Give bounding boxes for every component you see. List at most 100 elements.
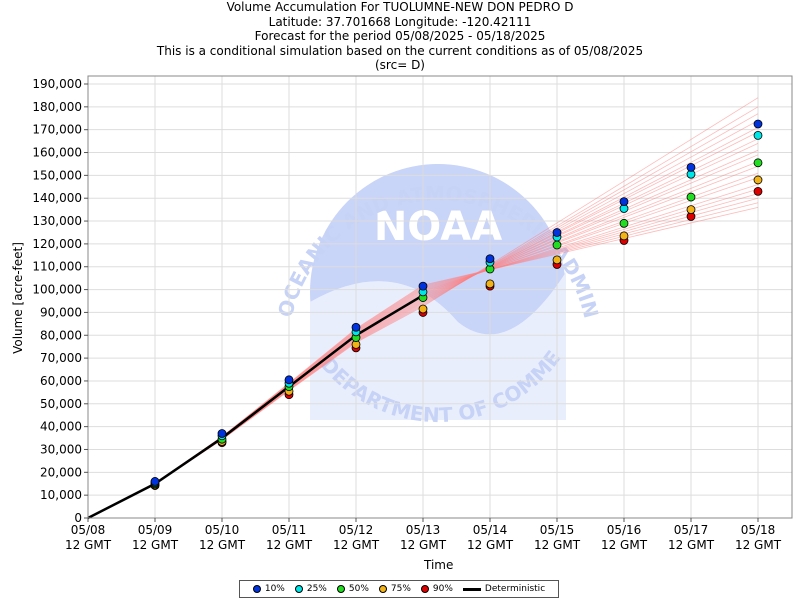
x-tick-sublabel-2: 12 GMT (199, 538, 246, 552)
title-line-4: This is a conditional simulation based o… (156, 43, 644, 58)
x-tick-sublabel-3: 12 GMT (266, 538, 313, 552)
point-75pct-7 (552, 255, 562, 265)
y-tick-label-15: 150,000 (32, 168, 82, 182)
x-tick-label-2: 05/10 (205, 523, 240, 537)
x-tick-label-4: 05/12 (339, 523, 374, 537)
legend-label-50: 50% (348, 584, 369, 594)
x-tick-sublabel-6: 12 GMT (467, 538, 514, 552)
x-axis-title: Time (424, 558, 454, 572)
point-50pct-9 (686, 192, 696, 202)
y-tick-label-4: 40,000 (40, 420, 82, 434)
axes: 0 10,000 20,000 30,000 40,000 50,000 60,000 70,… (32, 75, 793, 552)
x-tick-sublabel-1: 12 GMT (132, 538, 179, 552)
point-10pct-1 (150, 477, 160, 486)
x-tick-sublabel-7: 12 GMT (534, 538, 581, 552)
point-10pct-5 (418, 281, 428, 291)
x-tick-label-7: 05/15 (540, 523, 575, 537)
x-tick-sublabel-10: 12 GMT (735, 538, 782, 552)
legend-swatch-25 (294, 585, 303, 593)
x-tick-sublabel-4: 12 GMT (333, 538, 380, 552)
legend-label-90: 90% (432, 584, 453, 594)
plot-frame (87, 75, 793, 519)
point-10pct-10 (753, 119, 763, 129)
y-tick-label-16: 160,000 (32, 146, 82, 160)
legend-label-10: 10% (264, 584, 285, 594)
exceedance-points (150, 119, 763, 490)
point-50pct-8 (619, 218, 629, 228)
point-10pct-8 (619, 197, 629, 207)
point-10pct-6 (485, 254, 495, 264)
point-75pct-5 (418, 304, 428, 314)
y-tick-label-12: 120,000 (32, 237, 82, 251)
chart-titles: Volume Accumulation For TUOLUMNE-NEW DON… (0, 0, 800, 73)
legend-item-10: 10% (252, 584, 285, 594)
legend-swatch-10 (252, 585, 261, 593)
deterministic-line (87, 294, 424, 520)
legend-swatch-75 (378, 585, 387, 593)
y-tick-label-11: 110,000 (32, 260, 82, 274)
y-tick-label-17: 170,000 (32, 123, 82, 137)
legend-item-90: 90% (420, 584, 453, 594)
point-75pct-9 (686, 205, 696, 215)
y-tick-label-10: 100,000 (32, 283, 82, 297)
noaa-wave (310, 272, 566, 420)
x-tick-label-1: 05/09 (138, 523, 173, 537)
y-tick-label-1: 10,000 (40, 488, 82, 502)
point-10pct-9 (686, 162, 696, 172)
y-tick-label-19: 190,000 (32, 77, 82, 91)
x-tick-sublabel-8: 12 GMT (601, 538, 648, 552)
deterministic-series (87, 294, 424, 520)
legend-label-deterministic: Deterministic (484, 584, 546, 594)
legend-label-25: 25% (306, 584, 327, 594)
y-tick-label-18: 180,000 (32, 100, 82, 114)
point-90pct-10 (753, 186, 763, 196)
x-tick-label-3: 05/11 (272, 523, 307, 537)
y-tick-label-6: 60,000 (40, 374, 82, 388)
x-tick-label-8: 05/16 (607, 523, 642, 537)
point-10pct-7 (552, 228, 562, 237)
x-tick-sublabel-9: 12 GMT (668, 538, 715, 552)
legend-swatch-deterministic (462, 587, 481, 591)
title-line-5: (src= D) (375, 58, 425, 72)
x-tick-label-9: 05/17 (674, 523, 709, 537)
legend-swatch-50 (336, 585, 345, 593)
title-line-2: Latitude: 37.701668 Longitude: -120.4211… (268, 14, 532, 29)
point-75pct-10 (753, 175, 763, 185)
point-10pct-3 (284, 375, 294, 385)
point-10pct-4 (351, 322, 361, 332)
point-75pct-6 (485, 279, 495, 289)
y-tick-label-13: 130,000 (32, 214, 82, 228)
point-50pct-7 (552, 240, 562, 250)
title-line-3: Forecast for the period 05/08/2025 - 05/… (254, 29, 546, 43)
point-75pct-8 (619, 231, 629, 241)
x-tick-label-5: 05/13 (406, 523, 441, 537)
y-tick-label-5: 50,000 (40, 397, 82, 411)
legend-item-25: 25% (294, 584, 327, 594)
legend-item-75: 75% (378, 584, 411, 594)
x-tick-sublabel-5: 12 GMT (400, 538, 447, 552)
noaa-watermark: NOAANATIONAL OCEANIC AND ATMOSPHERIC ADM… (0, 0, 603, 427)
y-tick-label-8: 80,000 (40, 328, 82, 342)
legend-label-75: 75% (390, 584, 411, 594)
grid (87, 76, 792, 519)
title-line-1: Volume Accumulation For TUOLUMNE-NEW DON… (226, 0, 574, 14)
legend-item-50: 50% (336, 584, 369, 594)
x-tick-label-0: 05/08 (71, 523, 106, 537)
point-50pct-10 (753, 158, 763, 168)
legend-item-deterministic: Deterministic (462, 584, 546, 594)
x-tick-sublabel-0: 12 GMT (65, 538, 112, 552)
x-tick-label-10: 05/18 (741, 523, 776, 537)
point-25pct-10 (753, 130, 763, 140)
y-tick-label-14: 140,000 (32, 191, 82, 205)
y-tick-label-7: 70,000 (40, 351, 82, 365)
x-tick-label-6: 05/14 (473, 523, 508, 537)
y-axis-title: Volume [acre-feet] (11, 242, 25, 354)
y-tick-label-0: 0 (74, 511, 82, 525)
point-10pct-2 (217, 429, 227, 438)
noaa-center-text: NOAA (374, 204, 502, 250)
y-tick-label-9: 90,000 (40, 305, 82, 319)
legend-swatch-90 (420, 585, 429, 593)
y-tick-label-3: 30,000 (40, 442, 82, 456)
legend: 10% 25% 50% 75% 90% Deterministic (239, 580, 559, 598)
